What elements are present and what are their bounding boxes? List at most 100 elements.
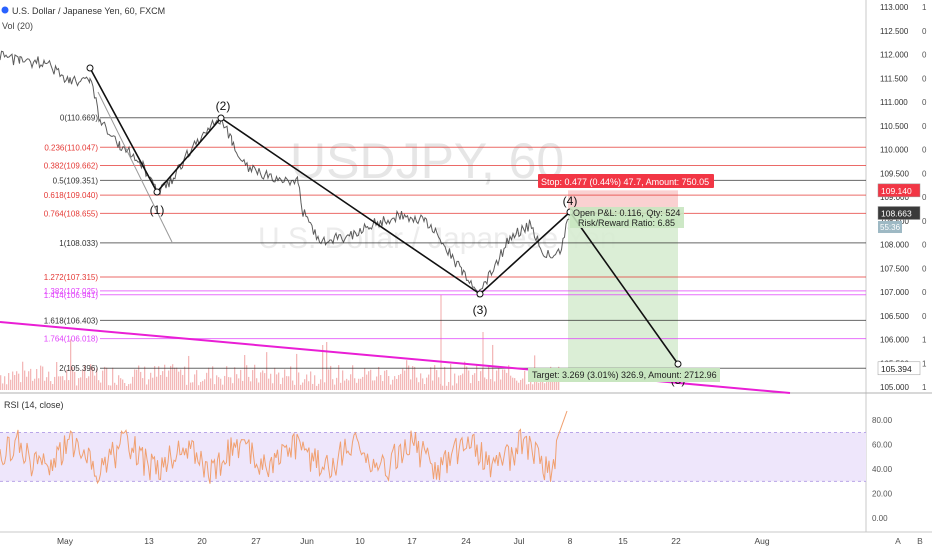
volume-bar	[456, 383, 458, 390]
volume-bar	[342, 370, 344, 390]
volume-bar	[536, 374, 538, 390]
volume-bar	[416, 377, 418, 390]
volume-bar	[110, 385, 112, 390]
volume-bar	[356, 382, 358, 390]
fib-level-label: 0(110.669)	[60, 114, 98, 123]
price-axis-tick: 111.000	[880, 98, 908, 107]
volume-bar	[56, 362, 58, 390]
fib-level-label: 2(105.396)	[59, 364, 98, 373]
volume-bar	[504, 369, 506, 390]
volume-bar	[198, 385, 200, 390]
volume-bar	[28, 371, 30, 390]
volume-bar	[436, 370, 438, 390]
current-price-tag-bg	[877, 206, 921, 220]
volume-bar	[142, 378, 144, 390]
volume-bar	[382, 381, 384, 390]
price-axis-tick-truncated: 1	[922, 359, 927, 368]
volume-bar	[526, 384, 528, 390]
volume-bar	[520, 379, 522, 390]
volume-bar	[524, 370, 526, 390]
volume-bar	[132, 376, 134, 390]
volume-bar	[384, 370, 386, 390]
volume-bar	[14, 375, 16, 390]
wave-point-handle[interactable]	[217, 114, 225, 122]
wave-point-handle[interactable]	[153, 188, 161, 196]
stop-price-tag-bg	[877, 183, 921, 198]
price-axis[interactable]: 113.000 1 112.500 0 112.000 0 111.500 0 111.000 0…	[877, 3, 927, 392]
volume-bar	[260, 372, 262, 390]
price-axis-tick-truncated: 0	[922, 217, 927, 226]
volume-bar	[248, 376, 250, 390]
fib-level-label: 0.618(109.040)	[44, 191, 99, 200]
volume-bar	[48, 371, 50, 390]
volume-bar	[184, 366, 186, 390]
volume-bar	[334, 384, 336, 390]
volume-bar	[450, 364, 452, 390]
volume-bar	[392, 379, 394, 390]
volume-bar	[276, 374, 278, 390]
volume-bar	[360, 378, 362, 390]
wave-path[interactable]	[89, 67, 679, 365]
channel-line[interactable]	[97, 91, 173, 243]
volume-bar	[458, 375, 460, 390]
volume-bar	[256, 378, 258, 390]
volume-bar	[486, 379, 488, 390]
scale-mode-button-b[interactable]: B	[917, 536, 923, 546]
volume-bar	[36, 368, 38, 390]
price-axis-tick-truncated: 1	[922, 3, 927, 12]
price-axis-tick: 106.500	[880, 312, 909, 321]
volume-bar	[52, 384, 54, 390]
volume-bar	[70, 339, 72, 390]
volume-bar	[134, 369, 136, 390]
fib-level-label: 1.414(106.941)	[44, 291, 99, 300]
volume-bar	[126, 385, 128, 390]
wave-point-handle[interactable]	[674, 360, 682, 368]
fibonacci-levels[interactable]: 0(110.669) 0.236(110.047) 0.382(109.662) 0.…	[44, 114, 866, 373]
volume-bar	[274, 367, 276, 390]
price-axis-tick-truncated: 0	[922, 122, 927, 131]
fib-level-label: 1.382(107.025)	[44, 287, 99, 296]
volume-bar	[322, 345, 324, 390]
volume-bar	[340, 382, 342, 390]
volume-bar	[316, 385, 318, 390]
time-axis-label: 15	[618, 536, 628, 546]
volume-bar	[212, 366, 214, 390]
volume-bar	[162, 371, 164, 390]
volume-bar	[412, 366, 414, 390]
price-axis-tick-truncated: 0	[922, 312, 927, 321]
volume-bar	[510, 375, 512, 390]
volume-bar	[344, 380, 346, 390]
volume-bar	[112, 367, 114, 390]
volume-bar	[320, 379, 322, 390]
volume-bar	[544, 383, 546, 390]
fib-level-label: 0.382(109.662)	[44, 162, 99, 171]
volume-bar	[156, 376, 158, 390]
volume-bar	[348, 380, 350, 390]
volume-bar	[350, 374, 352, 390]
volume-bar	[472, 374, 474, 390]
volume-bar	[8, 373, 10, 390]
volume-bar	[44, 380, 46, 390]
volume-bar	[258, 382, 260, 390]
time-axis-label: 20	[197, 536, 207, 546]
volume-bar	[512, 377, 514, 390]
stop-price-tag: 109.140	[881, 186, 912, 196]
volume-bar	[66, 369, 68, 390]
volume-bar	[488, 365, 490, 390]
volume-bar	[228, 377, 230, 390]
wave-point-handle[interactable]	[86, 64, 94, 72]
volume-bar	[480, 371, 482, 390]
volume-bar	[452, 385, 454, 390]
wave-point-handle[interactable]	[476, 290, 484, 298]
volume-bar	[290, 366, 292, 390]
volume-bar	[278, 372, 280, 390]
wave-label: (4)	[563, 194, 578, 208]
volume-bar	[168, 370, 170, 390]
volume-bar	[332, 379, 334, 390]
volume-bar	[300, 384, 302, 390]
volume-bar	[146, 384, 148, 390]
volume-bar	[62, 376, 64, 390]
scale-mode-button-a[interactable]: A	[895, 536, 901, 546]
